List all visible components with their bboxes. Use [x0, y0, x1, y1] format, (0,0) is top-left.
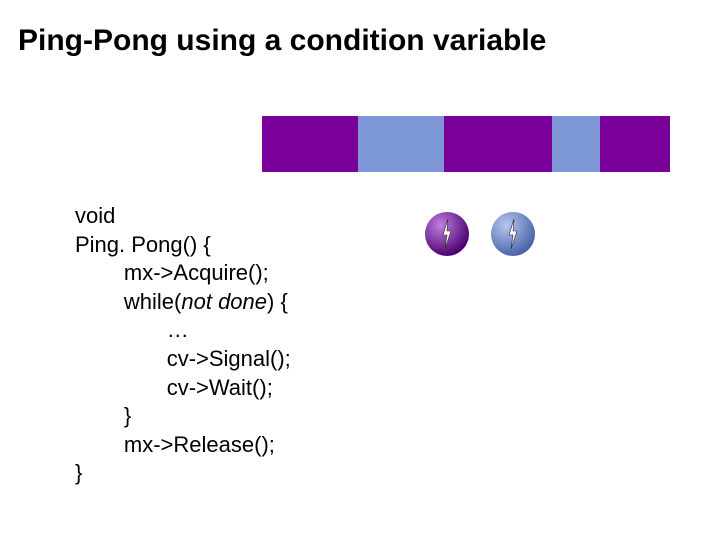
code-line-8: }: [124, 403, 131, 428]
code-indent-2b: [75, 346, 167, 371]
code-indent-1b: [75, 289, 124, 314]
lightning-icon: [506, 219, 520, 249]
code-line-3: mx->Acquire();: [124, 260, 269, 285]
ball-blue: [491, 212, 535, 256]
code-line-9: mx->Release();: [124, 432, 275, 457]
code-line-2: Ping. Pong() {: [75, 232, 211, 257]
thread-balls: [425, 212, 535, 256]
code-line-4c: ) {: [267, 289, 288, 314]
code-line-5: …: [167, 317, 189, 342]
code-line-1: void: [75, 203, 115, 228]
code-indent-1c: [75, 403, 124, 428]
lightning-icon: [440, 219, 454, 249]
bar-seg-2: [444, 116, 552, 172]
slide-title: Ping-Pong using a condition variable: [18, 24, 546, 58]
code-indent-2c: [75, 375, 167, 400]
timeline-bar: [262, 116, 670, 172]
code-block: void Ping. Pong() { mx->Acquire(); while…: [75, 202, 291, 488]
code-indent-2a: [75, 317, 167, 342]
code-indent-1d: [75, 432, 124, 457]
ball-purple: [425, 212, 469, 256]
bar-seg-1: [358, 116, 444, 172]
code-indent-1a: [75, 260, 124, 285]
bar-seg-0: [262, 116, 358, 172]
code-line-7: cv->Wait();: [167, 375, 273, 400]
code-line-4b: not done: [181, 289, 267, 314]
code-line-4a: while(: [124, 289, 181, 314]
bar-seg-3: [552, 116, 600, 172]
code-line-10: }: [75, 460, 82, 485]
slide: Ping-Pong using a condition variable voi…: [0, 0, 720, 540]
code-line-6: cv->Signal();: [167, 346, 291, 371]
bar-seg-4: [600, 116, 670, 172]
